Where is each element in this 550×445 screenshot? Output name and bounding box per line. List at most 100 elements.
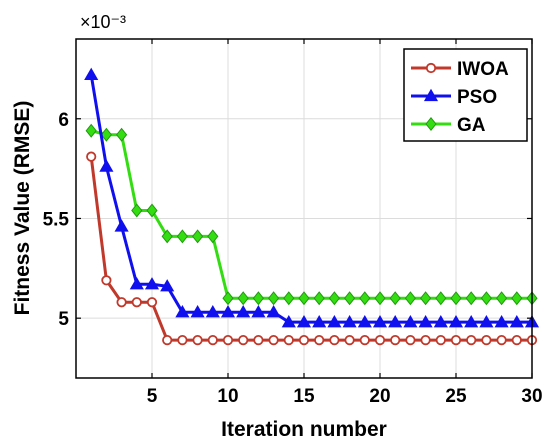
y-axis-label: Fitness Value (RMSE) bbox=[11, 101, 34, 316]
ticks bbox=[76, 39, 533, 378]
data-point-pso bbox=[144, 277, 160, 290]
data-point-iwoa bbox=[390, 335, 401, 346]
data-point-iwoa bbox=[466, 335, 477, 346]
x-tick-label: 30 bbox=[521, 386, 542, 407]
series-layer bbox=[84, 67, 540, 346]
legend-marker bbox=[425, 116, 437, 132]
data-point-iwoa bbox=[420, 335, 431, 346]
data-point-pso bbox=[266, 304, 281, 318]
data-point-ga bbox=[267, 291, 280, 306]
data-point-iwoa bbox=[207, 335, 218, 346]
data-point-pso bbox=[312, 314, 327, 328]
data-point-iwoa bbox=[131, 297, 142, 308]
data-point-ga bbox=[237, 291, 249, 306]
data-point-pso bbox=[236, 304, 251, 318]
x-tick-label: 5 bbox=[147, 386, 158, 407]
data-point-iwoa bbox=[101, 275, 112, 286]
data-point-pso bbox=[342, 314, 357, 328]
data-point-ga bbox=[389, 291, 401, 306]
data-point-iwoa bbox=[329, 335, 340, 346]
data-point-iwoa bbox=[314, 335, 325, 346]
data-point-ga bbox=[313, 291, 325, 306]
data-point-pso bbox=[388, 314, 403, 328]
data-point-iwoa bbox=[177, 335, 188, 346]
data-point-iwoa bbox=[374, 335, 386, 346]
data-point-pso bbox=[494, 314, 509, 328]
data-point-iwoa bbox=[283, 335, 294, 346]
data-point-pso bbox=[175, 304, 190, 318]
data-point-iwoa bbox=[450, 335, 462, 346]
y-tick-label: 6 bbox=[58, 110, 69, 131]
data-point-iwoa bbox=[496, 335, 507, 346]
data-point-ga bbox=[450, 291, 462, 306]
data-point-ga bbox=[404, 291, 417, 306]
data-point-iwoa bbox=[192, 335, 203, 346]
data-point-pso bbox=[205, 304, 220, 318]
legend-marker bbox=[425, 62, 437, 74]
data-point-pso bbox=[479, 314, 494, 328]
data-point-ga bbox=[146, 203, 158, 218]
data-point-ga bbox=[252, 291, 265, 306]
data-point-ga bbox=[131, 203, 143, 218]
data-point-pso bbox=[403, 314, 418, 328]
legend-label: IWOA bbox=[457, 59, 509, 80]
data-point-ga bbox=[435, 291, 447, 306]
data-point-ga bbox=[222, 291, 234, 306]
data-point-iwoa bbox=[86, 151, 97, 162]
data-point-ga bbox=[495, 291, 508, 306]
data-point-pso bbox=[448, 314, 464, 328]
data-point-iwoa bbox=[435, 335, 446, 346]
data-point-ga bbox=[328, 291, 341, 306]
data-point-pso bbox=[129, 277, 144, 290]
x-tick-label: 10 bbox=[217, 386, 238, 407]
data-point-pso bbox=[220, 304, 236, 318]
data-point-ga bbox=[465, 291, 477, 306]
legend: IWOA PSO GA bbox=[403, 48, 528, 142]
data-point-ga bbox=[207, 229, 219, 244]
data-point-iwoa bbox=[116, 297, 127, 308]
series-pso bbox=[84, 67, 540, 328]
data-point-pso bbox=[251, 304, 266, 318]
data-point-ga bbox=[176, 229, 189, 244]
data-point-pso bbox=[114, 219, 129, 232]
legend-item-iwoa: IWOA bbox=[411, 59, 509, 80]
data-point-pso bbox=[433, 314, 448, 328]
data-point-iwoa bbox=[405, 335, 416, 346]
data-point-iwoa bbox=[359, 335, 370, 346]
data-point-iwoa bbox=[162, 335, 173, 346]
data-point-ga bbox=[100, 127, 113, 142]
y-tick-label: 5.5 bbox=[43, 209, 70, 230]
data-point-pso bbox=[327, 314, 342, 328]
data-point-pso bbox=[372, 314, 388, 328]
data-point-pso bbox=[99, 159, 114, 172]
data-point-pso bbox=[84, 67, 99, 81]
data-point-pso bbox=[190, 304, 205, 318]
data-point-iwoa bbox=[344, 335, 355, 346]
data-point-ga bbox=[359, 291, 371, 306]
data-point-iwoa bbox=[511, 335, 522, 346]
legend-marker bbox=[423, 88, 439, 102]
data-point-ga bbox=[511, 291, 523, 306]
tick-labels: 5 10 15 20 25 30 5 5.5 6 bbox=[43, 110, 543, 407]
data-point-ga bbox=[419, 291, 432, 306]
data-point-ga bbox=[298, 291, 310, 306]
data-point-ga bbox=[343, 291, 356, 306]
data-point-pso bbox=[357, 314, 372, 328]
data-point-pso bbox=[418, 314, 433, 328]
series-iwoa bbox=[86, 151, 538, 346]
data-point-iwoa bbox=[222, 335, 234, 346]
data-point-pso bbox=[281, 314, 296, 328]
data-point-pso bbox=[296, 314, 312, 328]
x-tick-label: 20 bbox=[369, 386, 390, 407]
data-point-iwoa bbox=[238, 335, 249, 346]
legend-item-ga: GA bbox=[411, 115, 486, 136]
y-exponent-label: ×10⁻³ bbox=[80, 12, 126, 32]
data-point-iwoa bbox=[268, 335, 279, 346]
x-tick-label: 25 bbox=[445, 386, 467, 407]
data-point-ga bbox=[115, 127, 128, 142]
x-axis-label: Iteration number bbox=[221, 418, 387, 441]
data-point-ga bbox=[480, 291, 493, 306]
data-point-ga bbox=[374, 291, 386, 306]
data-point-pso bbox=[509, 314, 524, 328]
